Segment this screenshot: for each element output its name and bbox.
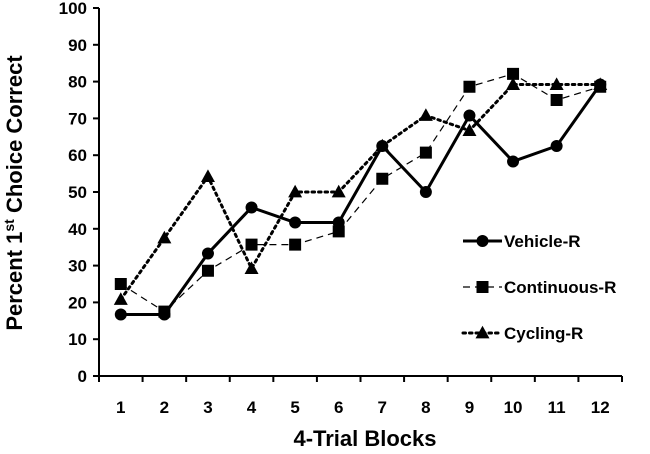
x-tick-label: 3 xyxy=(203,398,212,417)
data-point-vehicle-r xyxy=(201,247,214,260)
data-point-vehicle-r xyxy=(289,216,302,229)
legend: Vehicle-R Continuous-R Cycling-R xyxy=(461,232,616,343)
y-axis-title-prefix: Percent 1 xyxy=(2,232,27,331)
legend-label-cycling-r: Cycling-R xyxy=(504,324,583,343)
x-tick-label: 2 xyxy=(160,398,169,417)
data-point-cycling-r xyxy=(331,184,346,198)
x-tick-label: 6 xyxy=(334,398,343,417)
series-line-continuous-r xyxy=(120,73,601,313)
data-point-continuous-r xyxy=(158,305,171,318)
y-tick-label: 30 xyxy=(68,257,87,276)
y-tick-label: 0 xyxy=(78,367,87,386)
legend-marker-vehicle-r xyxy=(476,235,489,247)
legend-marker-cycling-r xyxy=(475,325,490,339)
legend-label-vehicle-r: Vehicle-R xyxy=(504,232,581,251)
y-tick-label: 50 xyxy=(68,183,87,202)
legend-marker-continuous-r xyxy=(476,281,489,293)
data-point-continuous-r xyxy=(376,172,389,185)
x-tick-label: 8 xyxy=(421,398,430,417)
series-line-vehicle-r xyxy=(120,83,602,317)
data-point-vehicle-r xyxy=(114,308,127,321)
series-markers xyxy=(113,67,608,321)
x-tick-label: 9 xyxy=(465,398,474,417)
data-point-continuous-r xyxy=(550,94,563,106)
data-point-continuous-r xyxy=(289,238,302,251)
data-point-continuous-r xyxy=(332,225,345,238)
x-tick-label: 5 xyxy=(290,398,299,417)
y-tick-label: 40 xyxy=(68,220,87,239)
series-lines xyxy=(119,73,602,317)
data-point-vehicle-r xyxy=(245,201,258,214)
data-point-continuous-r xyxy=(245,238,258,251)
x-axis-ticks: 1 2 3 4 5 6 7 8 9 10 11 12 xyxy=(98,376,623,417)
y-axis-title: Percent 1st Choice Correct xyxy=(1,55,27,331)
series-line-cycling-r xyxy=(119,83,602,301)
axes xyxy=(98,8,622,377)
data-point-cycling-r xyxy=(244,261,259,274)
x-axis-title: 4-Trial Blocks xyxy=(293,426,436,451)
y-tick-label: 20 xyxy=(68,293,87,312)
y-tick-label: 60 xyxy=(68,146,87,165)
data-point-cycling-r xyxy=(200,169,215,182)
data-point-vehicle-r xyxy=(507,155,520,168)
data-point-cycling-r xyxy=(593,77,608,90)
data-point-cycling-r xyxy=(418,108,433,121)
data-point-continuous-r xyxy=(507,67,520,80)
y-axis-title-superscript: st xyxy=(1,219,17,232)
x-tick-label: 10 xyxy=(504,398,523,417)
data-point-continuous-r xyxy=(463,80,476,93)
y-tick-label: 70 xyxy=(68,109,87,128)
data-point-cycling-r xyxy=(288,184,303,198)
data-point-continuous-r xyxy=(114,278,127,290)
x-tick-label: 4 xyxy=(247,398,257,417)
data-point-cycling-r xyxy=(462,123,477,136)
data-point-cycling-r xyxy=(506,77,521,90)
data-point-continuous-r xyxy=(201,264,214,277)
data-point-cycling-r xyxy=(375,138,390,152)
y-tick-label: 90 xyxy=(68,36,87,55)
data-point-cycling-r xyxy=(113,292,128,305)
y-axis-title-suffix: Choice Correct xyxy=(2,55,27,219)
x-tick-label: 12 xyxy=(591,398,610,417)
y-tick-label: 80 xyxy=(68,73,87,92)
legend-label-continuous-r: Continuous-R xyxy=(504,278,616,297)
x-tick-label: 7 xyxy=(378,398,387,417)
data-point-cycling-r xyxy=(549,77,564,90)
y-axis-ticks: 0 10 20 30 40 50 60 70 80 90 100 xyxy=(59,0,99,386)
data-point-vehicle-r xyxy=(419,186,432,198)
data-point-cycling-r xyxy=(157,230,172,244)
data-point-continuous-r xyxy=(419,146,432,159)
data-point-vehicle-r xyxy=(550,140,563,152)
y-tick-label: 10 xyxy=(68,330,87,349)
data-point-vehicle-r xyxy=(463,109,476,122)
x-tick-label: 1 xyxy=(116,398,125,417)
y-tick-label: 100 xyxy=(59,0,87,18)
x-tick-label: 11 xyxy=(548,398,566,417)
